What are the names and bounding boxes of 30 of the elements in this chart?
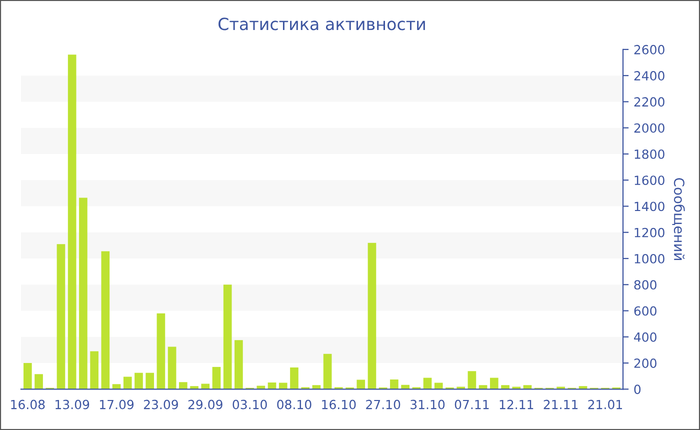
x-tick-label: 31.10 (410, 400, 445, 410)
y-tick-label: 0 (634, 384, 641, 394)
x-tick-label: 13.09 (56, 400, 90, 410)
x-tick-label: 17.09 (100, 400, 134, 410)
x-tick-label: 21.11 (544, 400, 578, 410)
x-tick-label: 16.10 (322, 400, 356, 410)
x-tick-label: 29.09 (188, 400, 222, 410)
x-tick-label: 21.01 (588, 400, 622, 410)
x-tick-label: 03.10 (232, 400, 267, 410)
x-tick-label: 08.10 (277, 400, 312, 410)
y-tick-label: 1200 (634, 228, 664, 238)
y-tick-label: 600 (634, 306, 656, 316)
x-tick-label: 07.11 (454, 400, 489, 410)
chart-title: Статистика активности (218, 18, 425, 30)
y-tick-label: 2000 (634, 123, 664, 133)
x-tick-label: 23.09 (144, 400, 178, 410)
x-tick-label: 12.11 (500, 400, 534, 410)
x-tick-label: 27.10 (366, 400, 400, 410)
y-axis-title: Сообщений (672, 178, 685, 260)
y-tick-label: 200 (634, 358, 656, 368)
y-tick-label: 800 (634, 280, 656, 290)
y-tick-label: 2200 (634, 97, 664, 107)
y-tick-label: 2400 (634, 71, 664, 81)
y-tick-label: 1800 (634, 149, 664, 159)
y-tick-label: 400 (634, 332, 656, 342)
y-tick-label: 1600 (634, 176, 664, 186)
x-tick-label: 16.08 (11, 400, 45, 410)
y-tick-label: 2600 (634, 44, 664, 54)
y-tick-label: 1400 (634, 202, 664, 212)
y-tick-label: 1000 (634, 254, 664, 264)
